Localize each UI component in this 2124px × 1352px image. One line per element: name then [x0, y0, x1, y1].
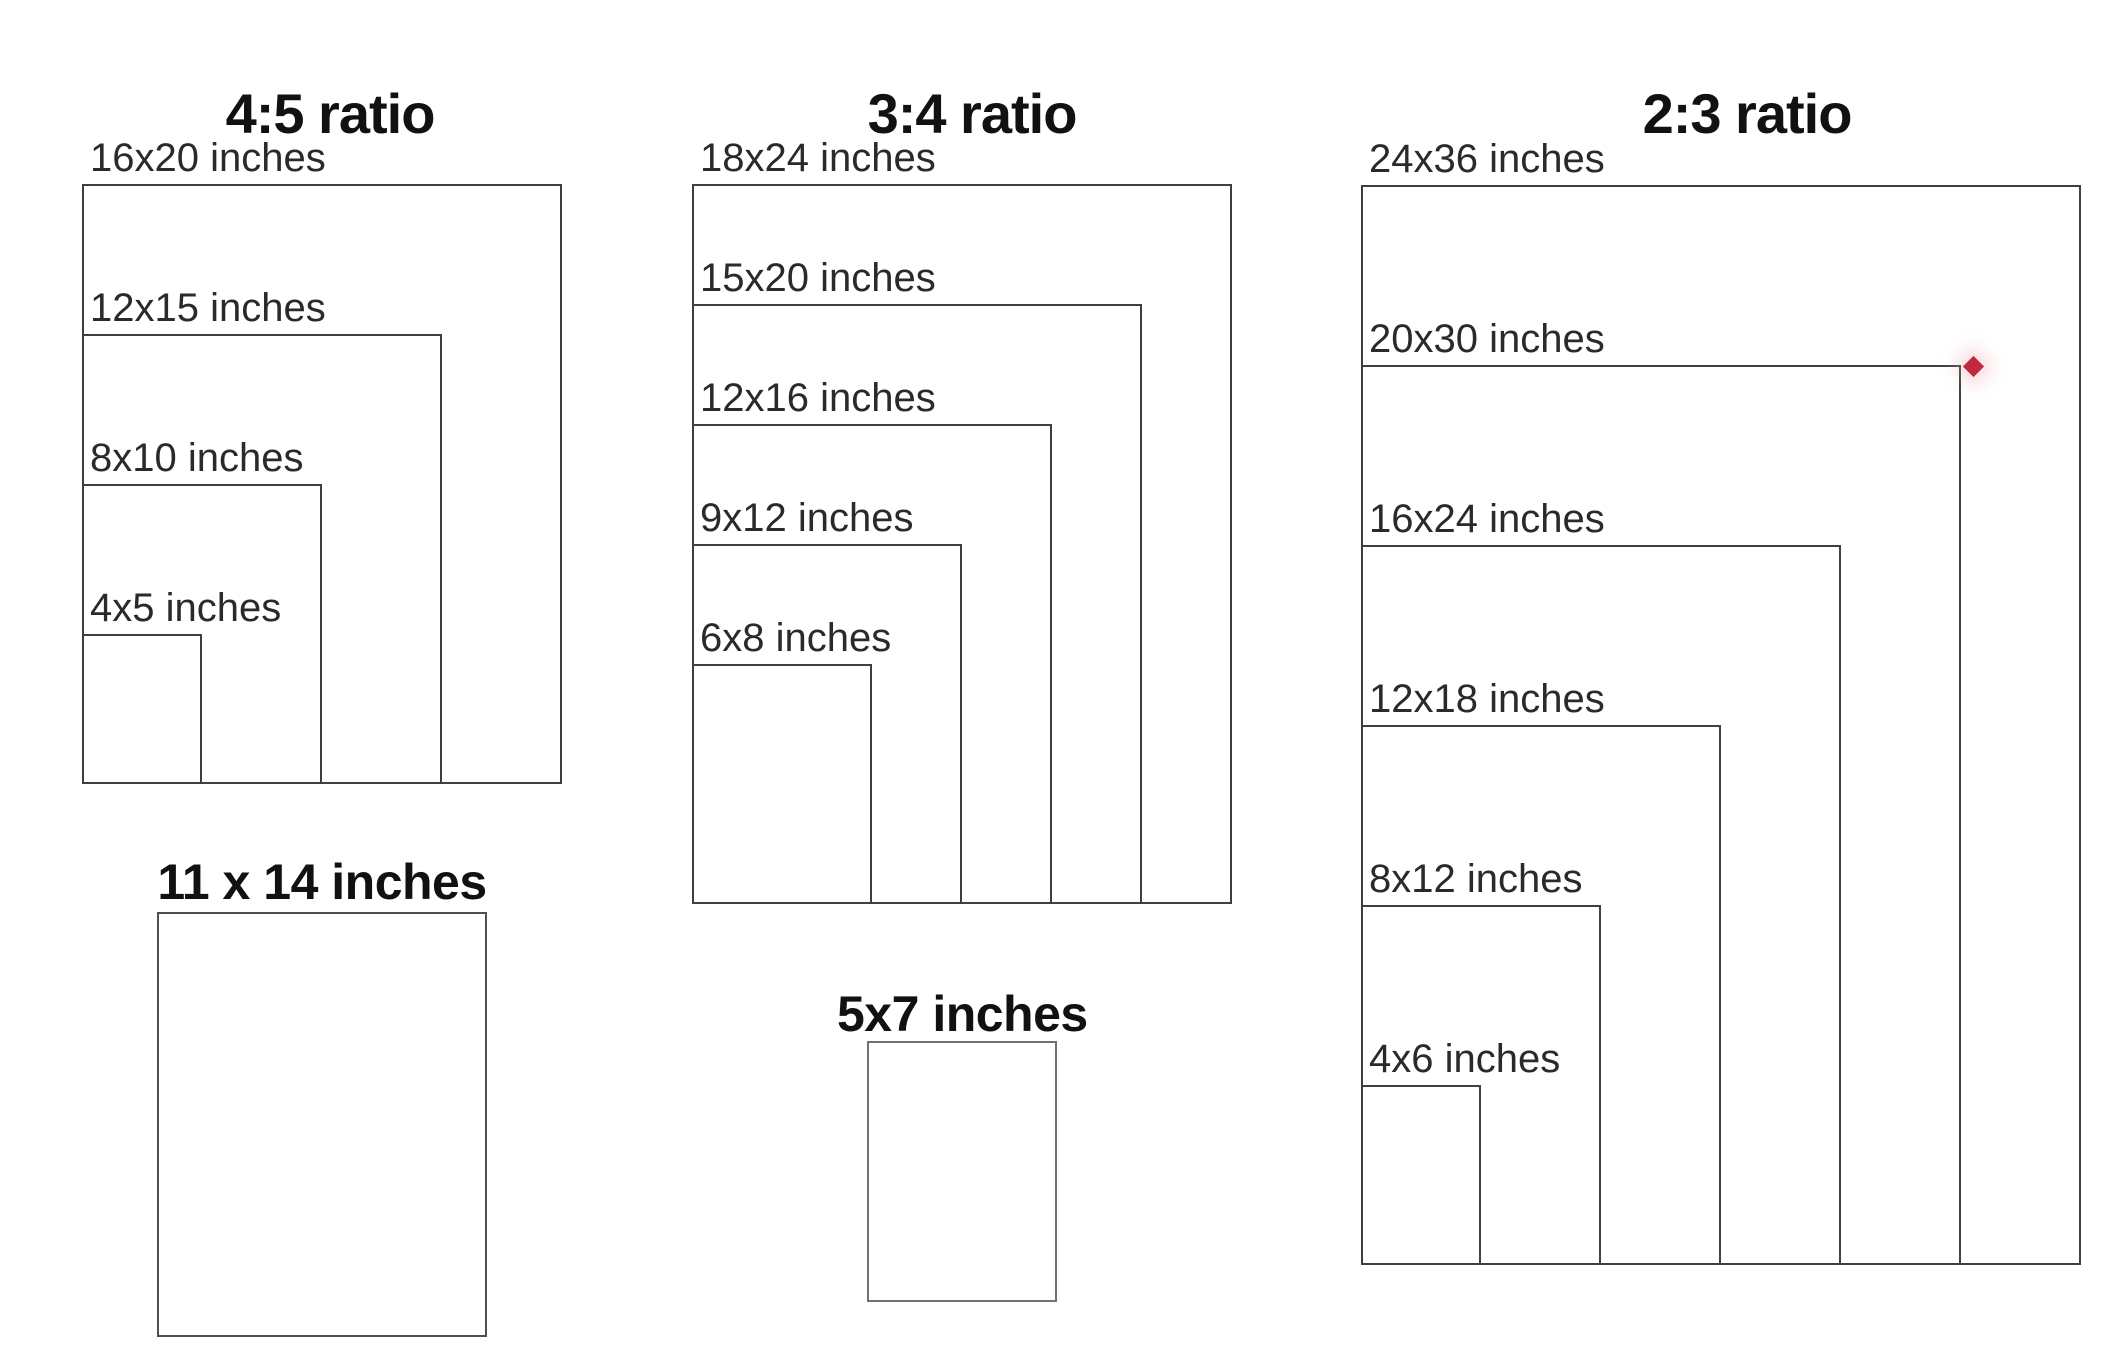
single-title-5x7: 5x7 inches [837, 986, 1088, 1042]
size-label-9x12: 9x12 inches [700, 496, 914, 540]
size-label-4x5: 4x5 inches [90, 586, 282, 630]
size-label-16x24: 16x24 inches [1369, 497, 1605, 541]
size-label-16x20: 16x20 inches [90, 136, 326, 180]
size-label-20x30: 20x30 inches [1369, 317, 1605, 361]
size-label-6x8: 6x8 inches [700, 616, 892, 660]
ratio-title-4-5: 4:5 ratio [225, 82, 436, 145]
size-rect-6x8 [692, 664, 872, 904]
single-rect-11x14 [157, 912, 487, 1337]
ratio-title-2-3: 2:3 ratio [1642, 82, 1853, 145]
single-rect-5x7 [867, 1041, 1057, 1302]
size-rect-4x5 [82, 634, 202, 784]
size-label-15x20: 15x20 inches [700, 256, 936, 300]
size-label-12x15: 12x15 inches [90, 286, 326, 330]
single-title-11x14: 11 x 14 inches [157, 854, 487, 910]
size-rect-4x6 [1361, 1085, 1481, 1265]
size-label-12x18: 12x18 inches [1369, 677, 1605, 721]
size-label-4x6: 4x6 inches [1369, 1037, 1561, 1081]
size-label-24x36: 24x36 inches [1369, 137, 1605, 181]
ratio-title-3-4: 3:4 ratio [867, 82, 1078, 145]
size-label-18x24: 18x24 inches [700, 136, 936, 180]
size-label-12x16: 12x16 inches [700, 376, 936, 420]
size-label-8x12: 8x12 inches [1369, 857, 1583, 901]
size-label-8x10: 8x10 inches [90, 436, 304, 480]
